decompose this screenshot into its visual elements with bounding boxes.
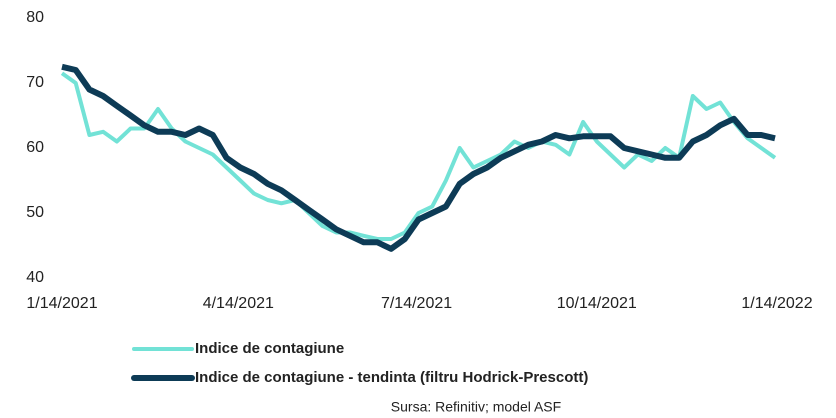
legend-label: Indice de contagiune bbox=[195, 340, 344, 357]
y-tick-label: 60 bbox=[26, 139, 44, 156]
x-tick-label: 1/14/2022 bbox=[741, 295, 812, 312]
series-line bbox=[61, 63, 776, 252]
y-tick-label: 50 bbox=[26, 204, 44, 221]
y-tick-label: 80 bbox=[26, 9, 44, 26]
x-tick-label: 7/14/2021 bbox=[381, 295, 452, 312]
x-tick-label: 10/14/2021 bbox=[557, 295, 637, 312]
x-tick-label: 4/14/2021 bbox=[203, 295, 274, 312]
y-tick-label: 70 bbox=[26, 74, 44, 91]
x-tick-label: 1/14/2021 bbox=[26, 295, 97, 312]
legend-label: Indice de contagiune - tendinta (filtru … bbox=[195, 369, 588, 386]
source: Sursa: Refinitiv; model ASF bbox=[391, 399, 561, 415]
y-tick-label: 40 bbox=[26, 269, 44, 286]
